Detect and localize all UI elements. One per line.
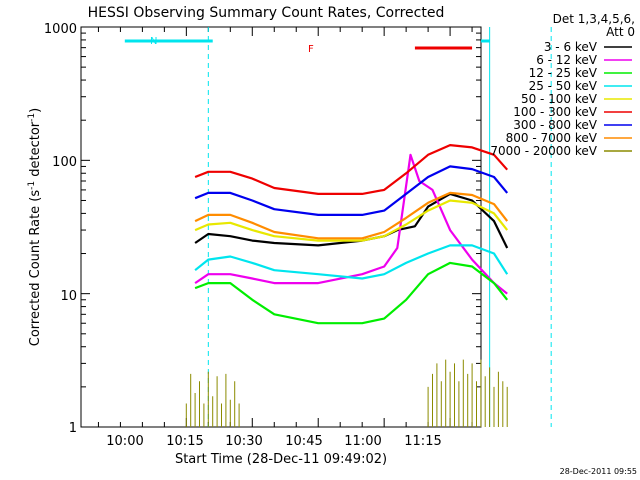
y-tick-label-1000: 1000 [44,22,77,37]
x-tick-label-1015: 10:15 [166,434,203,449]
series-line-7000-20000-kev [185,359,508,427]
legend-label-50-100-kev: 50 - 100 keV [521,92,598,106]
legend-label-7000-20000-kev: 7000 - 20000 keV [490,144,597,158]
legend-label-300-800-kev: 300 - 800 keV [513,118,597,132]
flag-label-n: N [150,36,157,47]
legend-label-6-12-kev: 6 - 12 keV [536,53,598,67]
series-line-12-25-kev [194,261,509,325]
y-axis-label-exp1: -1 [27,181,37,190]
timestamp: 28-Dec-2011 09:55 [560,467,637,476]
series-line-25-50-kev [194,244,509,280]
legend-header-attenuator: Att 0 [606,25,635,39]
y-axis-label-main: Corrected Count Rate (s [28,190,43,347]
y-axis-label-exp2: -1 [27,113,37,122]
x-axis-label: Start Time (28-Dec-11 09:49:02) [175,452,387,467]
y-tick-label-100: 100 [52,155,77,170]
plot-frame [80,26,482,428]
y-axis-label-mid: detector [28,121,43,181]
x-tick-label-1100: 11:00 [344,434,381,449]
flag-label-f: F [308,44,314,55]
legend-label-100-300-kev: 100 - 300 keV [513,105,597,119]
legend-header-detectors: Det 1,3,4,5,6, [553,12,635,26]
x-tick-label-1115: 11:15 [404,434,441,449]
x-tick-label-1045: 10:45 [285,434,322,449]
legend-label-800-7000-kev: 800 - 7000 keV [506,131,598,145]
series-line-100-300-kev [194,144,509,195]
series-line-800-7000-kev [194,191,509,240]
x-tick-label-1030: 10:30 [225,434,262,449]
chart-title: HESSI Observing Summary Count Rates, Cor… [88,5,445,21]
legend-label-3-6-kev: 3 - 6 keV [544,40,598,54]
x-tick-label-1000: 10:00 [106,434,143,449]
y-tick-label-1: 1 [69,421,77,436]
y-tick-label-10: 10 [60,289,77,304]
legend-label-12-25-kev: 12 - 25 keV [529,66,598,80]
series-line-300-800-kev [194,165,509,216]
flag-layer [124,27,552,427]
y-axis-label-end: ) [28,108,43,113]
legend-label-25-50-kev: 25 - 50 keV [529,79,598,93]
series-line-50-100-kev [194,199,509,242]
series-layer [185,144,509,427]
axis-ticks [81,27,481,428]
y-axis-label: Corrected Count Rate (s-1 detector-1) [27,108,43,346]
